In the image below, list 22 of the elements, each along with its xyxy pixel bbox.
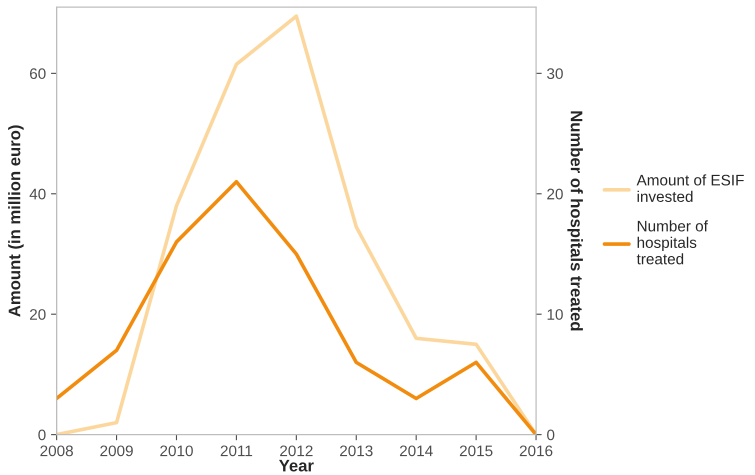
y-tick-label: 40 — [30, 188, 46, 200]
y2-tick-label: 30 — [547, 68, 563, 80]
x-tick-label: 2012 — [280, 445, 313, 456]
y2-tick-label: 20 — [547, 188, 563, 200]
y-tick-label: 0 — [38, 429, 46, 440]
legend-label: Amount of ESIF invested — [636, 174, 744, 202]
y2-tick-label: 10 — [548, 309, 563, 320]
x-tick-label: 2014 — [400, 445, 433, 456]
y-tick-label: 60 — [30, 68, 46, 80]
x-tick-label: 2010 — [160, 445, 193, 456]
legend-label: Number of hospitals treated — [636, 220, 708, 264]
y-tick-label: 20 — [30, 309, 46, 320]
x-tick-label: 2008 — [40, 445, 73, 456]
y2-tick-label: 0 — [547, 429, 554, 440]
x-tick-label: 2009 — [100, 445, 133, 456]
y2-axis-title: Number of hospitals treated — [567, 111, 583, 330]
x-tick-label: 2015 — [460, 445, 492, 456]
y-axis-title: Amount (in million euro) — [8, 125, 24, 317]
x-tick-label: 2011 — [220, 445, 252, 456]
x-axis-title: Year — [279, 460, 314, 472]
x-tick-label: 2016 — [520, 445, 552, 456]
x-tick-label: 2013 — [340, 445, 373, 456]
